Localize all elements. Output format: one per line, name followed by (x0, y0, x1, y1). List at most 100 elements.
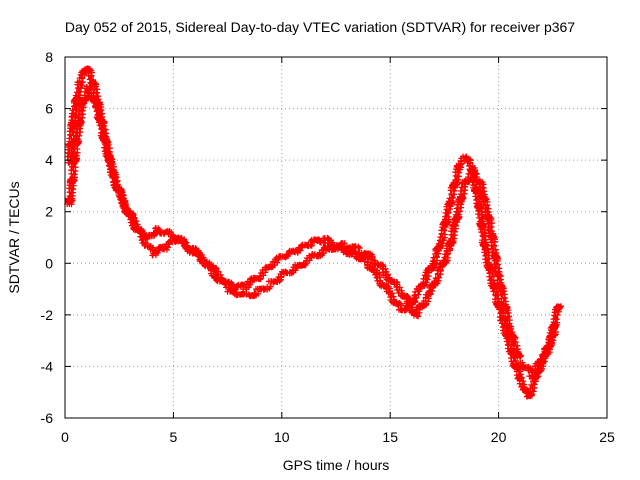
data-point (448, 191, 455, 198)
data-point (165, 239, 172, 246)
data-point (308, 242, 315, 249)
x-tick-label: 10 (274, 429, 290, 445)
data-point (198, 254, 205, 261)
y-tick-label: 8 (45, 49, 53, 65)
x-axis-label: GPS time / hours (283, 457, 390, 473)
data-point (147, 246, 154, 253)
data-point (243, 291, 250, 298)
data-point (415, 313, 422, 320)
data-point (72, 164, 79, 171)
data-point (246, 282, 253, 288)
data-point (476, 214, 483, 221)
data-point (68, 189, 75, 196)
data-point (73, 89, 80, 96)
data-point (505, 328, 511, 335)
data-point (303, 258, 310, 265)
data-point (444, 210, 451, 217)
x-tick-label: 15 (382, 429, 398, 445)
y-tick-label: -6 (41, 410, 54, 426)
data-point (457, 188, 464, 194)
data-point (425, 298, 432, 305)
data-point (430, 254, 437, 261)
data-point (394, 302, 401, 309)
data-point (388, 293, 395, 300)
data-point (534, 367, 541, 373)
data-point (96, 122, 103, 129)
data-point (96, 119, 102, 126)
y-tick-label: 4 (45, 152, 53, 168)
y-tick-label: 2 (45, 204, 53, 220)
data-point (558, 303, 564, 310)
data-point (442, 231, 449, 238)
data-point (75, 136, 82, 143)
data-point (538, 355, 545, 362)
data-point (476, 184, 483, 190)
data-point (424, 276, 431, 283)
data-point (73, 126, 80, 133)
data-point (79, 75, 86, 82)
data-point (480, 201, 487, 208)
x-tick-label: 5 (170, 429, 178, 445)
data-point (492, 268, 499, 275)
data-point (324, 236, 331, 243)
data-point (475, 211, 482, 218)
data-point (506, 313, 513, 320)
data-point (298, 242, 305, 249)
data-point (489, 273, 495, 280)
data-point (527, 385, 534, 392)
data-point (95, 99, 101, 106)
data-point (484, 217, 491, 223)
data-point (264, 284, 271, 290)
data-point (489, 285, 496, 292)
data-point (87, 83, 94, 90)
data-point (452, 228, 458, 235)
data-point (515, 368, 522, 375)
data-point (333, 244, 339, 250)
y-tick-label: -4 (41, 358, 54, 374)
data-point (441, 227, 448, 234)
data-point (109, 158, 116, 165)
data-point (130, 220, 137, 227)
data-point (339, 240, 346, 247)
data-point (394, 286, 401, 293)
data-point (75, 112, 82, 118)
data-point (243, 284, 249, 291)
data-point (108, 162, 115, 169)
data-point (408, 301, 415, 308)
data-point (164, 228, 171, 235)
data-point (490, 288, 497, 295)
data-point (432, 275, 439, 282)
data-point (454, 201, 461, 208)
data-point (454, 173, 461, 180)
data-point (73, 153, 80, 159)
data-point (477, 187, 484, 194)
data-point (480, 198, 487, 205)
x-tick-label: 20 (491, 429, 507, 445)
data-point (71, 171, 78, 178)
data-point (456, 169, 463, 176)
y-axis-label: SDTVAR / TECUs (6, 181, 22, 293)
data-point (437, 267, 444, 274)
chart-title: Day 052 of 2015, Sidereal Day-to-day VTE… (64, 19, 576, 35)
data-point (549, 330, 556, 337)
data-point (528, 382, 535, 388)
y-tick-label: 0 (45, 255, 53, 271)
data-point (120, 195, 127, 202)
data-point (213, 271, 220, 278)
data-point (455, 211, 462, 218)
data-point (316, 239, 323, 245)
data-point (491, 242, 497, 249)
data-point (152, 248, 159, 255)
series-track-2 (64, 83, 564, 380)
data-point (435, 240, 442, 247)
data-point (238, 281, 245, 288)
data-point (118, 192, 125, 199)
data-point (321, 235, 328, 242)
data-point (318, 239, 325, 246)
data-point (93, 108, 100, 115)
data-point (478, 229, 485, 236)
data-point (195, 251, 202, 258)
data-point (92, 104, 99, 111)
y-tick-label: 6 (45, 101, 53, 117)
